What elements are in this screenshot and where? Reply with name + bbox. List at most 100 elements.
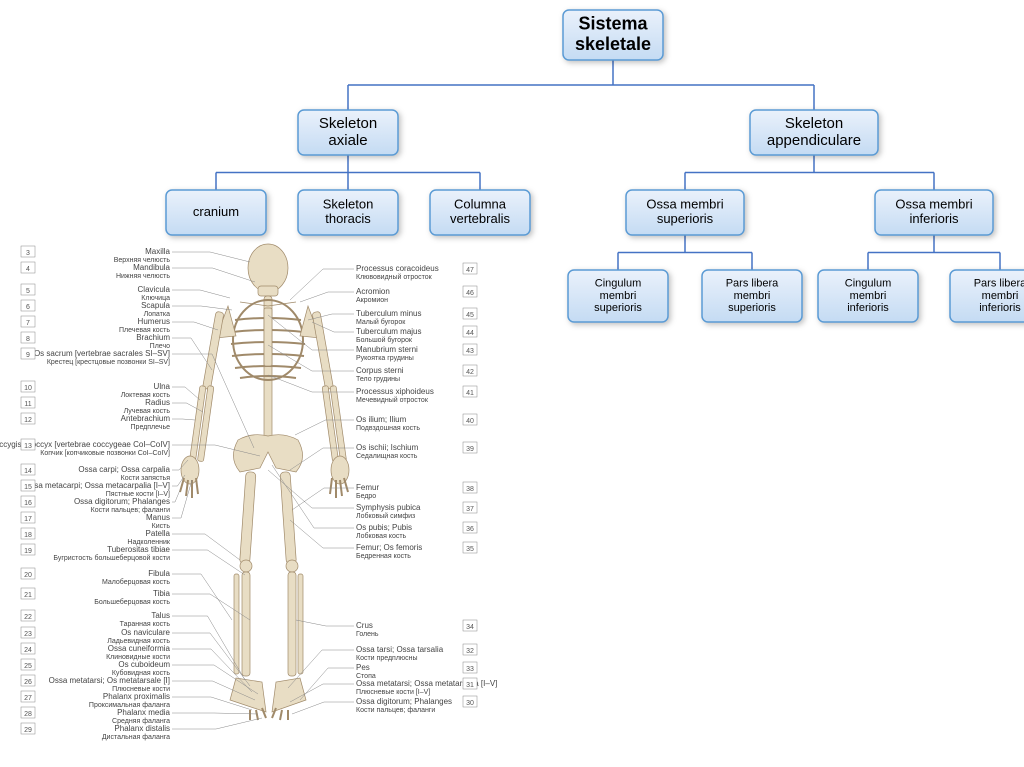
tree-node: Skeletonthoracis xyxy=(298,190,398,235)
svg-text:Corpus sterni: Corpus sterni xyxy=(356,366,404,375)
svg-text:9: 9 xyxy=(26,352,30,359)
svg-text:Кости пальцев; фаланги: Кости пальцев; фаланги xyxy=(356,707,435,714)
svg-text:Scapula: Scapula xyxy=(141,301,170,310)
svg-text:26: 26 xyxy=(24,679,32,686)
tree-nodes: SistemaskeletaleSkeletonaxialeSkeletonap… xyxy=(166,10,1024,322)
svg-text:Ossa cuneiformia: Ossa cuneiformia xyxy=(108,644,171,653)
svg-text:Femur: Femur xyxy=(356,483,379,492)
svg-text:6: 6 xyxy=(26,304,30,311)
svg-text:42: 42 xyxy=(466,369,474,376)
tree-node-label: membri xyxy=(734,290,771,302)
svg-text:Бедро: Бедро xyxy=(356,493,376,500)
svg-text:Кости предплюсны: Кости предплюсны xyxy=(356,655,418,662)
svg-text:14: 14 xyxy=(24,468,32,475)
diagram-canvas: MaxillaВерхняя челюсть3MandibulaНижняя ч… xyxy=(0,0,1024,767)
svg-text:12: 12 xyxy=(24,417,32,424)
svg-text:31: 31 xyxy=(466,682,474,689)
svg-text:Os pubis; Pubis: Os pubis; Pubis xyxy=(356,523,412,532)
svg-text:Maxilla: Maxilla xyxy=(145,247,170,256)
anatomy-label-right: AcromionАкромион46 xyxy=(300,286,477,304)
anatomy-label-left: HumerusПлечевая кость7 xyxy=(21,316,218,334)
svg-text:Femur; Os femoris: Femur; Os femoris xyxy=(356,543,422,552)
svg-text:Тело грудины: Тело грудины xyxy=(356,376,400,383)
svg-text:Talus: Talus xyxy=(151,611,170,620)
tree-node: Sistemaskeletale xyxy=(563,10,663,60)
tree-node-label: superioris xyxy=(657,211,714,226)
svg-text:35: 35 xyxy=(466,546,474,553)
anatomy-label-left: MaxillaВерхняя челюсть3 xyxy=(21,246,250,264)
svg-text:Patella: Patella xyxy=(146,529,171,538)
tree-node: Ossa membriinferioris xyxy=(875,190,993,235)
svg-text:4: 4 xyxy=(26,266,30,273)
svg-text:3: 3 xyxy=(26,250,30,257)
svg-text:Плюсневые кости [I–V]: Плюсневые кости [I–V] xyxy=(356,689,430,696)
tree-node-label: Pars libera xyxy=(726,278,779,290)
svg-text:Малоберцовая кость: Малоберцовая кость xyxy=(102,578,170,586)
svg-text:Ossa metatarsi; Os metatarsale: Ossa metatarsi; Os metatarsale [I] xyxy=(49,676,170,685)
skeleton-figure xyxy=(180,244,349,720)
svg-text:Antebrachium: Antebrachium xyxy=(121,414,171,423)
svg-text:Mandibula: Mandibula xyxy=(133,263,170,272)
svg-text:Phalanx proximalis: Phalanx proximalis xyxy=(103,692,170,701)
tree-connectors xyxy=(216,60,1000,270)
tree-node-label: vertebralis xyxy=(450,211,510,226)
tree-node: Skeletonappendiculare xyxy=(750,110,878,155)
tree-node: Skeletonaxiale xyxy=(298,110,398,155)
tree-node: Pars liberamembriinferioris xyxy=(950,270,1024,322)
anatomy-label-left: ClaviculaКлючица5 xyxy=(21,284,230,302)
svg-text:40: 40 xyxy=(466,418,474,425)
svg-text:Ulna: Ulna xyxy=(154,382,171,391)
svg-text:Крестец [крестцовые позвонки S: Крестец [крестцовые позвонки SI–SV] xyxy=(47,359,170,366)
svg-text:27: 27 xyxy=(24,695,32,702)
tree-node-label: membri xyxy=(850,290,887,302)
svg-text:7: 7 xyxy=(26,320,30,327)
anatomy-label-right: Ossa digitorum; PhalangesКости пальцев; … xyxy=(292,696,477,714)
svg-text:34: 34 xyxy=(466,624,474,631)
svg-text:Ossa metacarpi; Ossa metacarpa: Ossa metacarpi; Ossa metacarpalia [I–V] xyxy=(24,481,170,490)
svg-text:Большеберцовая кость: Большеберцовая кость xyxy=(94,598,170,606)
svg-text:41: 41 xyxy=(466,390,474,397)
svg-text:5: 5 xyxy=(26,288,30,295)
tree-node: Pars liberamembrisuperioris xyxy=(702,270,802,322)
anatomy-label-left: UlnaЛоктевая кость10 xyxy=(21,381,200,400)
svg-text:15: 15 xyxy=(24,484,32,491)
svg-text:Ossa digitorum; Phalanges: Ossa digitorum; Phalanges xyxy=(74,497,170,506)
svg-text:Processus xiphoideus: Processus xiphoideus xyxy=(356,387,434,396)
svg-text:22: 22 xyxy=(24,614,32,621)
svg-text:Symphysis pubica: Symphysis pubica xyxy=(356,503,421,512)
svg-text:Копчик [копчиковые позвонки Co: Копчик [копчиковые позвонки CoI–CoIV] xyxy=(40,450,170,457)
svg-text:Processus coracoideus: Processus coracoideus xyxy=(356,264,439,273)
tree-node-label: appendiculare xyxy=(767,132,861,149)
tree-node-label: skeletale xyxy=(575,34,651,54)
anatomy-label-right: CrusГолень34 xyxy=(296,620,477,638)
svg-text:Tuberculum minus: Tuberculum minus xyxy=(356,309,422,318)
tree-node: Columnavertebralis xyxy=(430,190,530,235)
svg-text:38: 38 xyxy=(466,486,474,493)
svg-text:Акромион: Акромион xyxy=(356,297,388,304)
svg-text:8: 8 xyxy=(26,336,30,343)
svg-text:Os naviculare: Os naviculare xyxy=(121,628,170,637)
tree-node-label: Skeleton xyxy=(323,197,374,212)
anatomy-label-right: Os ilium; IliumПодвздошная кость40 xyxy=(295,414,477,435)
svg-text:Малый бугорок: Малый бугорок xyxy=(356,318,406,326)
tree-node-label: Ossa membri xyxy=(895,197,972,212)
svg-text:21: 21 xyxy=(24,592,32,599)
anatomy-label-left: Ossa carpi; Ossa carpaliaКости запястья1… xyxy=(21,460,188,482)
svg-text:Бугристость большеберцовой кос: Бугристость большеберцовой кости xyxy=(53,554,170,562)
svg-text:17: 17 xyxy=(24,516,32,523)
svg-text:36: 36 xyxy=(466,526,474,533)
tree-node-label: superioris xyxy=(594,302,642,314)
svg-text:47: 47 xyxy=(466,267,474,274)
tree-node-label: Cingulum xyxy=(845,278,891,290)
svg-text:Os ilium; Ilium: Os ilium; Ilium xyxy=(356,415,407,424)
anatomy-label-left: Tuberositas tibiaeБугристость большеберц… xyxy=(21,544,245,575)
tree-node-label: cranium xyxy=(193,204,239,219)
svg-text:Fibula: Fibula xyxy=(148,569,170,578)
svg-text:Os sacrum [vertebrae sacrales: Os sacrum [vertebrae sacrales SI–SV] xyxy=(34,349,170,358)
svg-text:19: 19 xyxy=(24,548,32,555)
svg-text:Ossa tarsi; Ossa tarsalia: Ossa tarsi; Ossa tarsalia xyxy=(356,645,444,654)
tree-node-label: axiale xyxy=(328,132,367,149)
svg-text:Os ischii; Ischium: Os ischii; Ischium xyxy=(356,443,419,452)
svg-text:23: 23 xyxy=(24,631,32,638)
anatomy-label-left: RadiusЛучевая кость11 xyxy=(21,397,203,415)
